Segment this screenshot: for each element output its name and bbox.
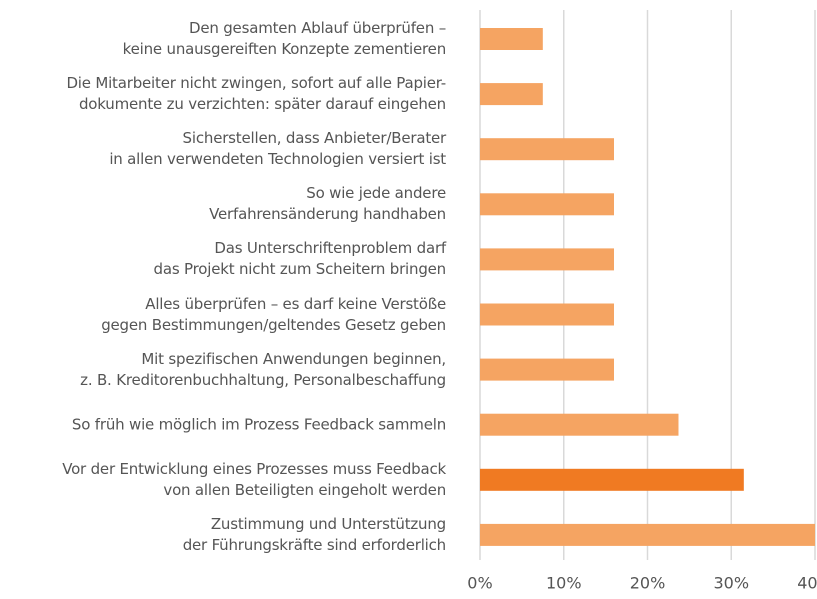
category-label: Mit spezifischen Anwendungen beginnen, z…: [80, 349, 446, 389]
bar: [480, 193, 614, 216]
category-label: So früh wie möglich im Prozess Feedback …: [71, 415, 446, 434]
x-tick-label: 0%: [467, 574, 492, 593]
x-tick-label: 20%: [630, 574, 666, 593]
category-label: Vor der Entwicklung eines Prozesses muss…: [62, 459, 446, 499]
bar: [480, 303, 614, 326]
bar: [480, 358, 614, 381]
category-label: Zustimmung und Unterstützung der Führung…: [182, 514, 447, 554]
bar: [480, 523, 815, 546]
category-label: Die Mitarbeiter nicht zwingen, sofort au…: [66, 74, 446, 114]
category-label: So wie jede andere Verfahrensänderung ha…: [209, 184, 446, 224]
category-label: Sicherstellen, dass Anbieter/Berater in …: [109, 129, 446, 169]
bar: [480, 248, 614, 271]
category-label: Den gesamten Ablauf überprüfen – keine u…: [122, 19, 447, 58]
x-tick-label: 30%: [713, 574, 749, 593]
bar: [480, 468, 744, 491]
category-label: Alles überprüfen – es darf keine Verstöß…: [101, 294, 446, 334]
x-tick-label: 40%: [797, 574, 817, 593]
category-label: Das Unterschriftenproblem darf das Proje…: [153, 239, 447, 279]
bar: [480, 138, 614, 161]
x-tick-label: 10%: [546, 574, 582, 593]
bar: [480, 413, 679, 436]
bar: [480, 83, 543, 106]
bar: [480, 28, 543, 50]
